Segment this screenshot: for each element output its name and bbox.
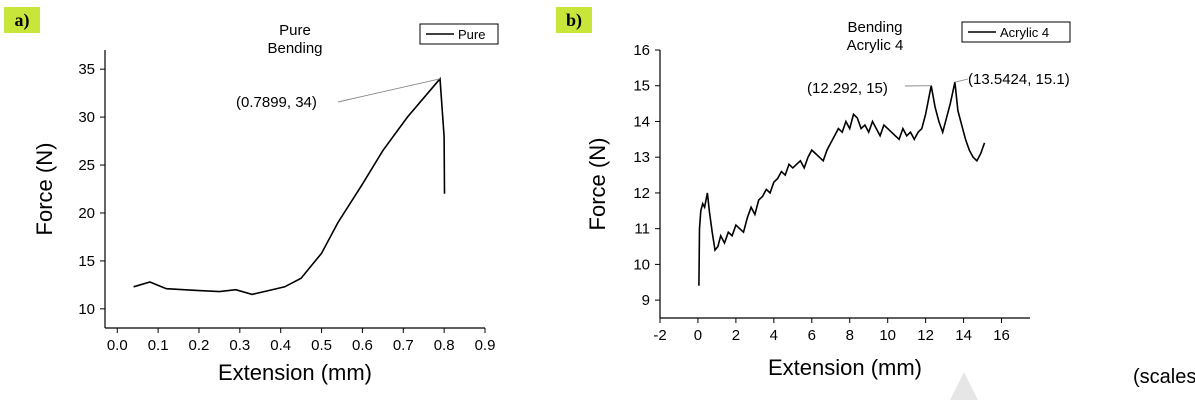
x-tick-label: 0.3 — [229, 337, 250, 354]
watermark-triangle — [950, 372, 978, 400]
y-tick-label: 15 — [633, 78, 650, 95]
annotation-leader — [954, 78, 969, 83]
x-tick-label: -2 — [653, 327, 666, 344]
y-tick-label: 9 — [642, 292, 650, 309]
chart-title-line: Bending — [267, 40, 322, 57]
x-tick-label: 0.0 — [107, 337, 128, 354]
chart-title-line: Bending — [847, 19, 902, 36]
chart-bending-acrylic: -2 0 2 4 6 8 10 12 14 16 9 10 11 12 13 14 15 16 Extension … — [585, 19, 1071, 380]
x-axis-label: Extension (mm) — [218, 360, 372, 385]
chart-pure-bending: 0.0 0.1 0.2 0.3 0.4 0.5 0.6 0.7 0.8 0.9 10 15 20 25 30… — [32, 22, 499, 385]
y-tick-label: 10 — [633, 256, 650, 273]
y-tick-label: 14 — [633, 113, 650, 130]
legend-box — [961, 21, 1071, 43]
x-tick-label: 16 — [993, 327, 1010, 344]
y-tick-label: 13 — [633, 149, 650, 166]
annotation-label: (13.5424, 15.1) — [968, 71, 1070, 88]
y-axis-label: Force (N) — [585, 138, 610, 231]
x-tick-label: 0.2 — [189, 337, 210, 354]
x-tick-label: 10 — [879, 327, 896, 344]
x-tick-label: 0.1 — [148, 337, 169, 354]
x-tick-label: 0.7 — [393, 337, 414, 354]
y-tick-label: 16 — [633, 42, 650, 59]
x-tick-label: 0.5 — [311, 337, 332, 354]
x-tick-label: 12 — [917, 327, 934, 344]
y-tick-label: 12 — [633, 185, 650, 202]
scales-note: (scales) — [1133, 366, 1195, 388]
x-tick-label: 2 — [732, 327, 740, 344]
y-tick-label: 30 — [78, 109, 95, 126]
x-tick-label: 0.9 — [475, 337, 496, 354]
chart-title-line: Pure — [279, 22, 311, 39]
chart-title-line: Acrylic 4 — [847, 37, 904, 54]
series-line — [698, 82, 986, 286]
panel-tag-b: b) — [556, 7, 592, 33]
x-tick-label: 0 — [694, 327, 702, 344]
legend-label: Pure — [458, 27, 485, 42]
y-tick-label: 25 — [78, 157, 95, 174]
panel-tag-a: a) — [4, 7, 40, 33]
x-tick-label: 4 — [770, 327, 778, 344]
series-line — [133, 76, 446, 296]
x-tick-label: 0.6 — [352, 337, 373, 354]
y-tick-label: 20 — [78, 205, 95, 222]
y-tick-label: 11 — [634, 221, 650, 238]
annotation-label: (12.292, 15) — [807, 80, 888, 97]
x-axis-label: Extension (mm) — [768, 355, 922, 380]
x-tick-label: 0.4 — [270, 337, 291, 354]
x-tick-label: 6 — [808, 327, 816, 344]
legend-box — [419, 23, 499, 45]
annotation-leader — [337, 78, 441, 103]
y-tick-label: 10 — [78, 301, 95, 318]
legend-label: Acrylic 4 — [1000, 25, 1049, 40]
annotation-label: (0.7899, 34) — [236, 94, 317, 111]
x-tick-label: 8 — [846, 327, 854, 344]
y-axis-label: Force (N) — [32, 143, 57, 236]
y-tick-label: 15 — [78, 253, 95, 270]
y-tick-label: 35 — [78, 61, 95, 78]
x-tick-label: 14 — [955, 327, 972, 344]
x-tick-label: 0.8 — [434, 337, 455, 354]
